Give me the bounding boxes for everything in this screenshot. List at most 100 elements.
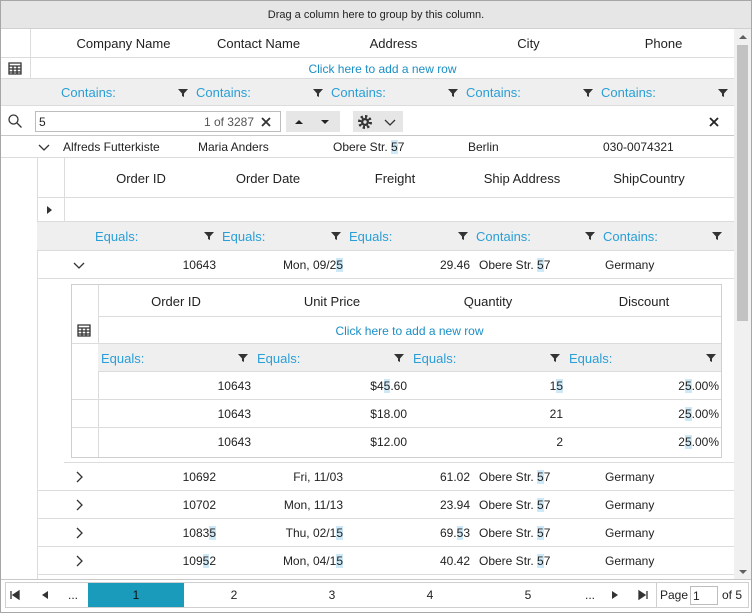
filter-operator[interactable]: Equals: <box>257 350 301 366</box>
icon-shape <box>10 589 20 601</box>
search-match: 5 <box>456 526 464 540</box>
column-header[interactable]: Ship Address <box>483 170 561 186</box>
expand-button[interactable] <box>71 497 87 513</box>
filter-operator[interactable]: Equals: <box>413 350 457 366</box>
expand-button[interactable] <box>71 553 87 569</box>
filter-button[interactable] <box>582 228 598 244</box>
last-page[interactable] <box>635 587 651 603</box>
column-header[interactable]: Company Name <box>76 36 171 51</box>
page-input-text[interactable]: 1 <box>693 588 700 603</box>
cell: 61.02 <box>439 470 470 484</box>
scroll-down[interactable] <box>735 564 751 580</box>
filter-button[interactable] <box>445 85 461 101</box>
column-header[interactable]: Contact Name <box>216 36 301 51</box>
column-header[interactable]: Discount <box>618 293 670 309</box>
filter-button[interactable] <box>201 228 217 244</box>
collapse-button[interactable] <box>71 257 87 273</box>
data-row <box>37 547 734 575</box>
next-match[interactable] <box>317 114 333 130</box>
match-count: 1 of 3287 <box>203 114 254 129</box>
filter-operator[interactable]: Equals: <box>349 229 393 244</box>
navigate-buttons[interactable] <box>286 111 340 132</box>
child-header-row <box>37 158 734 198</box>
filter-button[interactable] <box>328 228 344 244</box>
column-header[interactable]: Unit Price <box>303 293 361 309</box>
filter-operator[interactable]: Contains: <box>196 85 251 100</box>
cell: Obere Str. 57 <box>479 554 551 568</box>
filter-row <box>37 222 734 251</box>
add-row-link[interactable]: Click here to add a new row <box>308 61 457 76</box>
filter-operator[interactable]: Contains: <box>466 85 521 100</box>
page-ellipsis[interactable]: ... <box>584 588 595 602</box>
page-button[interactable]: 3 <box>328 588 336 602</box>
expand-button[interactable] <box>71 525 87 541</box>
filter-button[interactable] <box>709 228 725 244</box>
filter-operator[interactable]: Equals: <box>569 350 613 366</box>
header-row <box>1 29 734 58</box>
filter-button[interactable] <box>715 85 731 101</box>
filter-operator[interactable]: Contains: <box>601 85 656 100</box>
clear-search[interactable] <box>258 114 274 130</box>
filter-button[interactable] <box>703 350 719 366</box>
search-match: 5 <box>537 258 544 272</box>
column-header[interactable]: City <box>517 36 540 51</box>
search-match: 5 <box>537 470 544 484</box>
icon-shape <box>739 35 747 39</box>
filter-button[interactable] <box>235 350 251 366</box>
filter-button[interactable] <box>175 85 191 101</box>
filter-operator[interactable]: Equals: <box>95 229 139 244</box>
previous-page[interactable] <box>37 587 53 603</box>
column-header[interactable]: Freight <box>374 170 416 186</box>
icon-shape <box>42 591 48 599</box>
filter-operator[interactable]: Contains: <box>603 229 658 244</box>
search-text[interactable]: 5 <box>39 114 46 129</box>
page-button[interactable]: 1 <box>88 583 184 607</box>
column-header[interactable]: ShipCountry <box>613 170 685 186</box>
column-header[interactable]: Phone <box>644 36 683 51</box>
search-match: 5 <box>556 379 563 393</box>
filter-button[interactable] <box>310 85 326 101</box>
page-input[interactable] <box>690 586 718 605</box>
filter-button[interactable] <box>391 350 407 366</box>
cell: $45.60 <box>370 379 407 393</box>
column-header[interactable]: Order Date <box>235 170 301 186</box>
column-header[interactable]: Order ID <box>151 293 201 309</box>
filter-button[interactable] <box>580 85 596 101</box>
collapse-button[interactable] <box>36 139 52 155</box>
add-row-link[interactable]: Click here to add a new row <box>335 323 484 338</box>
close-search[interactable] <box>706 114 722 130</box>
cell: Mon, 09/25 <box>282 258 343 272</box>
icon-shape <box>394 354 404 362</box>
page-button[interactable]: 4 <box>426 588 434 602</box>
page-button[interactable]: 5 <box>524 588 532 602</box>
scroll-up[interactable] <box>735 29 751 45</box>
filter-button[interactable] <box>547 350 563 366</box>
expand-button[interactable] <box>71 469 87 485</box>
icon-shape <box>76 527 83 539</box>
filter-button[interactable] <box>455 228 471 244</box>
search-match: 5 <box>537 526 544 540</box>
next-page[interactable] <box>607 587 623 603</box>
new-row <box>1 58 734 79</box>
filter-operator[interactable]: Equals: <box>101 350 145 366</box>
cell: $12.00 <box>370 435 407 449</box>
filter-operator[interactable]: Contains: <box>476 229 531 244</box>
filter-operator[interactable]: Contains: <box>331 85 386 100</box>
search-input[interactable] <box>35 111 281 132</box>
cell: 10835 <box>182 526 216 540</box>
previous-match[interactable] <box>291 114 307 130</box>
filter-operator[interactable]: Contains: <box>61 85 116 100</box>
settings-button[interactable] <box>353 111 403 132</box>
page-ellipsis[interactable]: ... <box>67 588 78 602</box>
first-page[interactable] <box>7 587 23 603</box>
page-button[interactable]: 2 <box>230 588 238 602</box>
column-header[interactable]: Address <box>369 36 418 51</box>
icon-shape <box>550 354 560 362</box>
cell: Germany <box>605 554 655 568</box>
filter-operator[interactable]: Equals: <box>222 229 266 244</box>
settings-dropdown[interactable] <box>382 114 398 130</box>
scroll-thumb[interactable] <box>737 45 748 321</box>
column-header[interactable]: Quantity <box>463 293 513 309</box>
data-row <box>1 136 734 158</box>
column-header[interactable]: Order ID <box>116 170 166 186</box>
